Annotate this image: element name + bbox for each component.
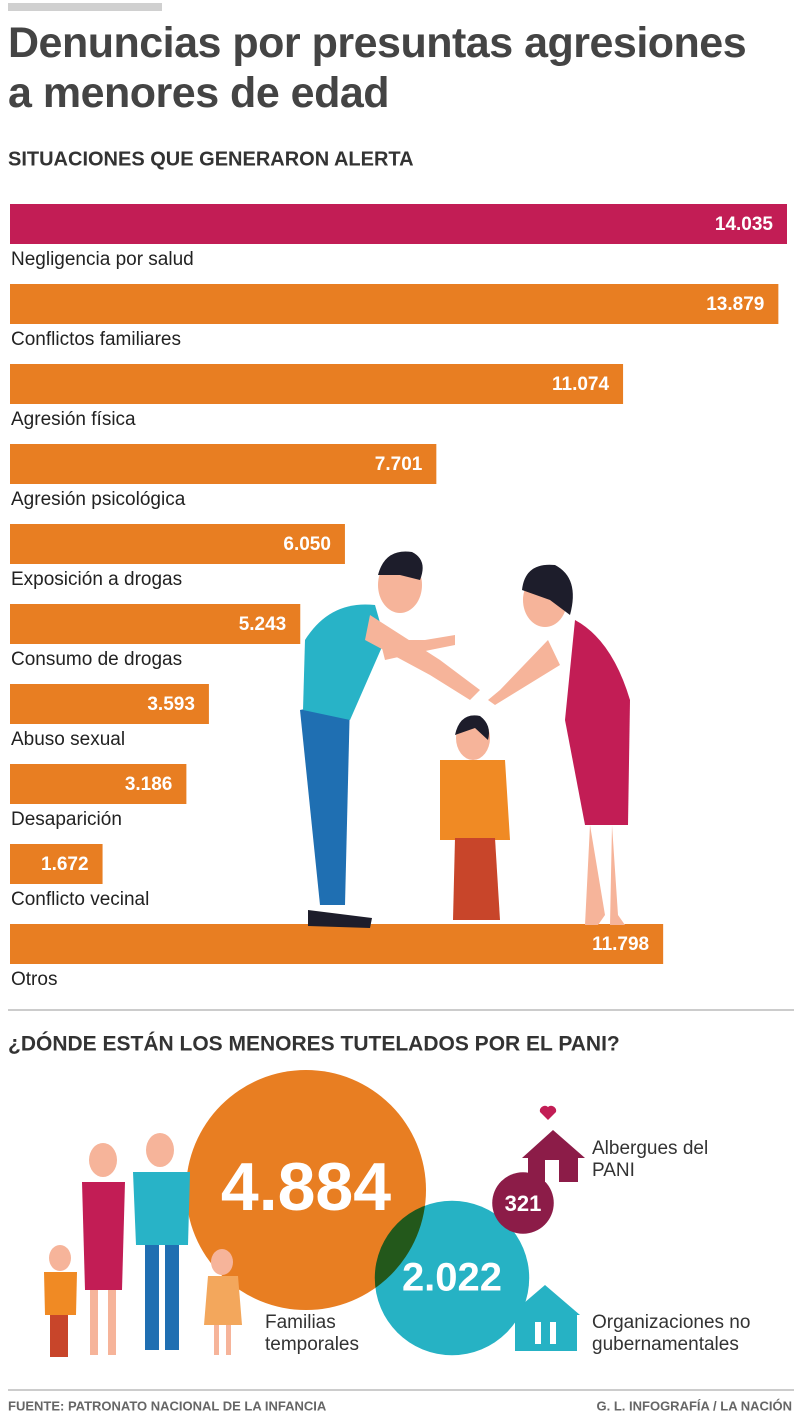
bar	[10, 444, 437, 484]
bar	[10, 364, 624, 404]
credit: G. L. INFOGRAFÍA / LA NACIÓN	[597, 1398, 792, 1413]
bubble-chart-title: ¿DÓNDE ESTÁN LOS MENORES TUTELADOS POR E…	[8, 1032, 620, 1056]
value-label: 4.884	[221, 1149, 391, 1225]
bubble	[186, 1070, 426, 1310]
category-label: Familias temporales	[265, 1312, 359, 1355]
category-label: Abuso sexual	[11, 729, 125, 750]
value-label: 1.672	[41, 854, 89, 875]
bubble	[492, 1172, 554, 1234]
value-label: 2.022	[402, 1256, 502, 1300]
bar-chart-title: SITUACIONES QUE GENERARON ALERTA	[8, 148, 414, 170]
bar	[10, 204, 787, 244]
category-label: Agresión física	[11, 409, 136, 430]
category-label: Agresión psicológica	[11, 489, 186, 510]
value-label: 7.701	[375, 454, 423, 475]
value-label: 5.243	[239, 614, 287, 635]
category-label: Negligencia por salud	[11, 249, 194, 270]
bar	[10, 684, 209, 724]
bar-group: 14.035 Negligencia por salud 13.879 Conflic…	[10, 204, 787, 990]
value-label: 3.186	[125, 774, 173, 795]
category-label: Conflicto vecinal	[11, 889, 149, 910]
category-label: Organizaciones no gubernamentales	[592, 1312, 751, 1355]
category-label: Consumo de drogas	[11, 649, 182, 670]
value-label: 11.074	[552, 374, 609, 395]
bar	[10, 604, 301, 644]
value-label: 6.050	[283, 534, 331, 555]
ngo-icon	[510, 1285, 580, 1351]
category-label: Otros	[11, 969, 57, 990]
value-label: 3.593	[147, 694, 195, 715]
bar	[10, 284, 779, 324]
bar	[10, 844, 103, 884]
category-label: Albergues del PANI	[592, 1138, 709, 1181]
bar	[10, 924, 664, 964]
family-figures	[44, 1133, 242, 1357]
value-label: 14.035	[715, 214, 774, 235]
bubble	[374, 1200, 530, 1356]
bar	[10, 764, 187, 804]
bar	[10, 524, 345, 564]
value-label: 321	[505, 1191, 542, 1216]
page-title: Denuncias por presuntas agresiones a men…	[8, 19, 747, 117]
top-rule	[8, 3, 162, 11]
category-label: Exposición a drogas	[11, 569, 182, 590]
source: FUENTE: PATRONATO NACIONAL DE LA INFANCI…	[8, 1398, 327, 1413]
category-label: Desaparición	[11, 809, 122, 830]
family-illustration	[300, 551, 630, 928]
shelter-icon	[522, 1105, 585, 1182]
value-label: 13.879	[706, 294, 764, 315]
value-label: 11.798	[592, 934, 649, 955]
category-label: Conflictos familiares	[11, 329, 181, 350]
